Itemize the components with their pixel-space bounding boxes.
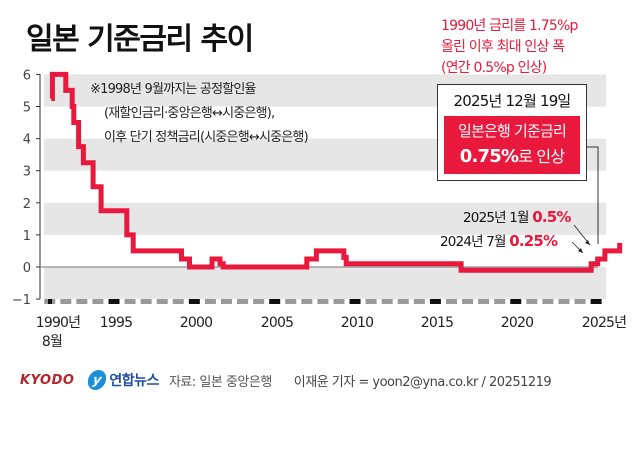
callout-date: 2025년 12월 19일: [453, 92, 572, 110]
callout-highlight: 일본은행 기준금리 0.75%로 인상: [444, 116, 580, 174]
note-line: (연간 0.5%p 인상): [441, 60, 547, 76]
note-line: 올린 이후 최대 인상 폭: [441, 39, 565, 55]
callout-line2: 0.75%로 인상: [444, 143, 580, 167]
page-title: 일본 기준금리 추이: [26, 22, 254, 57]
y-tick-label: 2: [23, 197, 31, 212]
y-tick-label: 4: [23, 133, 31, 148]
note-line: 1990년 금리를 1.75%p: [441, 18, 578, 34]
x-tick-sublabel: 8월: [42, 334, 62, 350]
footer: KYODO y 연합뉴스 자료: 일본 중앙은행 이재윤 기자 = yoon2@…: [20, 368, 552, 392]
footnote-line: 이후 단기 정책금리(시중은행↔시중은행): [104, 130, 309, 145]
y-tick-label: 0: [23, 261, 31, 276]
x-tick-label: 2015: [421, 315, 453, 331]
yonhap-text: 연합뉴스: [109, 373, 159, 389]
callout-suffix: 로 인상: [518, 147, 565, 166]
x-tick-label: 2025년: [582, 315, 627, 331]
footnote-line: ※1998년 9월까지는 공정할인율: [90, 82, 257, 97]
grid-band: [44, 202, 606, 235]
y-ticks: 6 5 4 3 2 1 0 −1: [12, 68, 40, 308]
annotation-2024-jul: 2024년 7월 0.25%: [440, 232, 558, 250]
y-tick-label: 6: [23, 68, 31, 83]
callout-line1: 일본은행 기준금리: [458, 122, 567, 140]
max-hike-note: 1990년 금리를 1.75%p 올린 이후 최대 인상 폭 (연간 0.5%p…: [441, 16, 578, 79]
rate-line: [49, 71, 623, 273]
callout-value: 0.75%: [459, 146, 519, 167]
x-tick-label: 1995: [100, 315, 132, 331]
callout-connector: [587, 146, 599, 244]
x-tick-label: 1990년: [36, 315, 81, 331]
reporter-credit: 이재윤 기자 = yoon2@yna.co.kr / 20251219: [293, 374, 552, 390]
x-tick-label: 2010: [341, 315, 373, 331]
y-tick-label: 1: [23, 229, 31, 244]
footnote: ※1998년 9월까지는 공정할인율 (재할인금리·중앙은행↔시중은행), 이후…: [90, 78, 309, 150]
annotation-2025-jan: 2025년 1월 0.5%: [463, 208, 571, 226]
x-tick-label: 2005: [261, 315, 293, 331]
x-tick-labels: 1990년 1995 2000 2005 2010 2015 2020 2025년 8월: [36, 315, 627, 350]
y-tick-label: 5: [23, 101, 31, 116]
source-text: 자료: 일본 중앙은행: [168, 374, 272, 390]
kyodo-logo: KYODO: [20, 372, 75, 388]
x-axis-year-marks: [44, 299, 602, 304]
yonhap-mark-icon: y: [86, 370, 109, 390]
y-tick-label: −1: [12, 293, 31, 308]
y-tick-label: 3: [23, 165, 31, 180]
callout-box: 2025년 12월 19일 일본은행 기준금리 0.75%로 인상: [437, 84, 587, 181]
x-tick-label: 2020: [501, 315, 533, 331]
yonhap-logo: y 연합뉴스: [86, 370, 159, 390]
footnote-line: (재할인금리·중앙은행↔시중은행),: [104, 106, 275, 121]
x-tick-label: 2000: [180, 315, 212, 331]
